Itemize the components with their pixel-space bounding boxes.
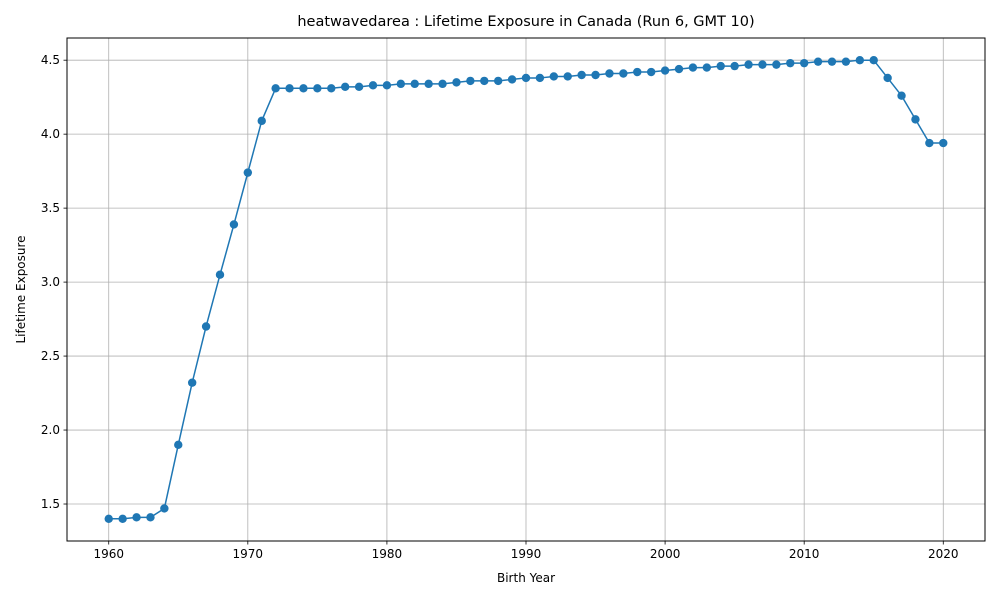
data-point xyxy=(438,79,447,89)
data-point xyxy=(160,504,169,513)
data-point xyxy=(174,440,183,450)
data-point xyxy=(786,58,795,68)
data-point xyxy=(340,82,350,92)
y-tick-label: 2.0 xyxy=(41,423,60,437)
data-point xyxy=(368,81,378,90)
data-point xyxy=(118,514,127,524)
data-point xyxy=(633,67,642,77)
data-point xyxy=(716,61,725,71)
x-tick-label: 1960 xyxy=(93,547,124,561)
data-point xyxy=(410,79,419,89)
data-point xyxy=(327,84,336,93)
data-point xyxy=(549,72,559,81)
data-point xyxy=(452,78,461,87)
y-tick-label: 2.5 xyxy=(41,349,60,363)
data-point xyxy=(521,73,531,83)
data-point xyxy=(841,57,851,66)
data-point xyxy=(619,69,628,78)
x-tick-label: 1970 xyxy=(233,547,264,561)
y-tick-label: 3.5 xyxy=(41,201,60,215)
data-point xyxy=(466,76,475,86)
data-point xyxy=(382,81,392,90)
data-point xyxy=(132,513,141,522)
grid xyxy=(67,38,985,541)
data-point xyxy=(563,72,572,81)
x-tick-label: 2020 xyxy=(928,547,959,561)
data-point xyxy=(507,75,517,84)
y-tick-label: 1.5 xyxy=(41,497,60,511)
data-point xyxy=(855,55,865,65)
data-point xyxy=(744,60,753,69)
data-point xyxy=(243,168,253,177)
data-point xyxy=(772,60,781,69)
data-point xyxy=(480,76,489,86)
data-point xyxy=(813,57,823,66)
data-point xyxy=(299,84,308,93)
data-point xyxy=(758,60,767,69)
data-point xyxy=(646,67,656,77)
x-tick-label: 2010 xyxy=(789,547,820,561)
x-tick-label: 1980 xyxy=(372,547,403,561)
x-tick-label: 2000 xyxy=(650,547,681,561)
data-point xyxy=(674,64,684,74)
data-point xyxy=(229,220,239,229)
data-point xyxy=(702,63,712,72)
data-point xyxy=(354,82,364,92)
x-tick-label: 1990 xyxy=(511,547,542,561)
y-axis-title: Lifetime Exposure xyxy=(14,235,28,343)
data-point xyxy=(493,76,503,86)
data-point xyxy=(660,66,670,75)
data-point xyxy=(925,138,934,148)
data-point xyxy=(396,79,406,89)
series-layer xyxy=(104,55,948,524)
ticks: 1960 1970 1980 1990 2000 2010 2020 1.5 2.0 2.5 3.0… xyxy=(41,53,959,561)
data-point xyxy=(313,84,322,93)
data-point xyxy=(730,61,739,71)
data-point xyxy=(688,63,698,72)
data-point xyxy=(424,79,433,89)
data-point xyxy=(535,73,545,83)
data-point xyxy=(605,69,614,78)
y-tick-label: 3.0 xyxy=(41,275,60,289)
y-tick-label: 4.5 xyxy=(41,53,60,67)
data-point xyxy=(187,378,197,387)
data-point xyxy=(104,514,113,524)
data-point xyxy=(869,55,878,65)
data-point xyxy=(883,73,892,83)
data-point xyxy=(146,513,155,522)
data-point xyxy=(799,58,809,68)
y-tick-label: 4.0 xyxy=(41,127,60,141)
data-point xyxy=(271,84,280,93)
data-point xyxy=(591,70,600,80)
chart-title: heatwavedarea : Lifetime Exposure in Can… xyxy=(297,14,754,30)
data-point xyxy=(285,84,294,93)
data-point xyxy=(257,116,266,126)
data-point xyxy=(897,91,906,100)
data-point xyxy=(215,270,225,279)
x-axis-title: Birth Year xyxy=(497,571,555,585)
data-point xyxy=(577,70,586,80)
data-point xyxy=(201,322,211,331)
data-point xyxy=(827,57,837,66)
data-point xyxy=(939,138,948,148)
data-point xyxy=(911,115,920,124)
